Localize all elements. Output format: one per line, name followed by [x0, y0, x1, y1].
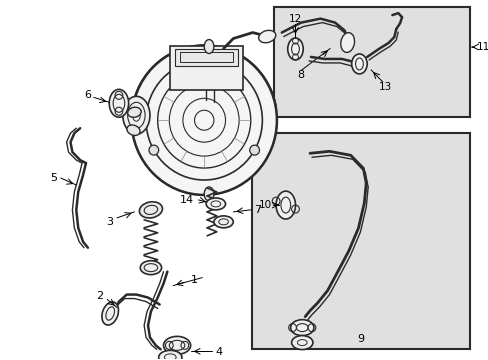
- Text: 5: 5: [50, 173, 58, 183]
- Bar: [170, 45, 243, 90]
- Ellipse shape: [127, 107, 141, 117]
- Bar: [180, 53, 233, 62]
- Circle shape: [131, 45, 276, 195]
- Ellipse shape: [291, 336, 312, 350]
- Bar: [251, 134, 469, 348]
- Ellipse shape: [287, 38, 303, 60]
- Ellipse shape: [204, 40, 213, 54]
- Ellipse shape: [340, 33, 354, 53]
- Ellipse shape: [276, 191, 295, 219]
- Ellipse shape: [206, 198, 225, 210]
- Ellipse shape: [213, 216, 233, 228]
- Ellipse shape: [158, 350, 182, 360]
- Text: 9: 9: [357, 334, 364, 343]
- Text: 2: 2: [96, 291, 103, 301]
- Ellipse shape: [163, 336, 190, 354]
- Text: 1: 1: [191, 275, 198, 285]
- Ellipse shape: [351, 54, 366, 74]
- Bar: [175, 49, 238, 67]
- Ellipse shape: [140, 261, 161, 275]
- Text: 8: 8: [297, 71, 304, 80]
- Ellipse shape: [126, 125, 140, 135]
- Text: 13: 13: [378, 82, 391, 92]
- Ellipse shape: [109, 89, 128, 117]
- Text: 7: 7: [253, 205, 261, 215]
- Text: 12: 12: [288, 14, 302, 24]
- Ellipse shape: [102, 302, 118, 325]
- Circle shape: [249, 145, 259, 155]
- Ellipse shape: [122, 96, 150, 134]
- Text: 3: 3: [105, 217, 113, 227]
- Bar: [274, 7, 469, 117]
- Text: 6: 6: [84, 90, 91, 100]
- Ellipse shape: [290, 320, 313, 336]
- Text: 11: 11: [476, 42, 488, 52]
- Ellipse shape: [258, 30, 275, 43]
- Text: 14: 14: [180, 195, 193, 205]
- Text: 10: 10: [258, 200, 271, 210]
- Ellipse shape: [204, 187, 213, 201]
- Circle shape: [149, 145, 158, 155]
- Ellipse shape: [139, 202, 162, 218]
- Text: 4: 4: [215, 347, 222, 357]
